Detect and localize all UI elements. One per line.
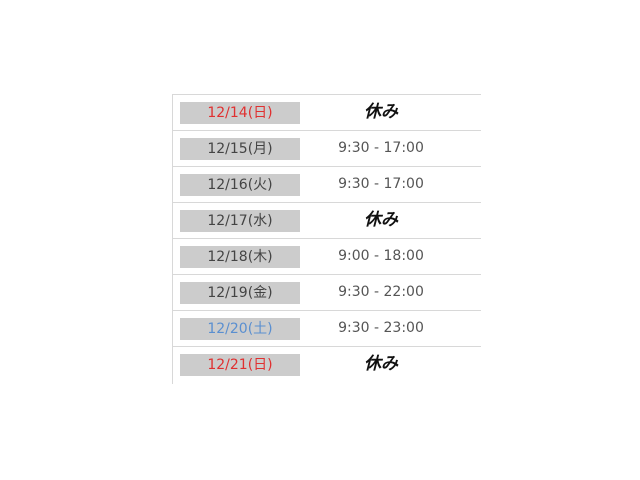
hours-text: 休み <box>364 354 398 374</box>
schedule-table: 12/14(日) 休み 12/15(月) 9:30 - 17:00 12/16(火) 9:… <box>172 94 481 384</box>
hours-text: 9:30 - 17:00 <box>338 140 424 156</box>
hours-text: 休み <box>364 210 398 230</box>
schedule-row: 12/15(月) 9:30 - 17:00 <box>173 131 481 167</box>
schedule-row: 12/20(土) 9:30 - 23:00 <box>173 311 481 347</box>
hours-text: 9:30 - 22:00 <box>338 284 424 300</box>
hours-text: 休み <box>364 102 398 122</box>
schedule-row: 12/16(火) 9:30 - 17:00 <box>173 167 481 203</box>
hours-text: 9:30 - 17:00 <box>338 176 424 192</box>
schedule-row: 12/14(日) 休み <box>173 95 481 131</box>
date-label: 12/16(火) <box>180 174 300 196</box>
date-label: 12/19(金) <box>180 282 300 304</box>
hours-text: 9:30 - 23:00 <box>338 320 424 336</box>
date-label: 12/14(日) <box>180 102 300 124</box>
date-label: 12/15(月) <box>180 138 300 160</box>
date-label: 12/18(木) <box>180 246 300 268</box>
schedule-row: 12/21(日) 休み <box>173 347 481 384</box>
schedule-row: 12/17(水) 休み <box>173 203 481 239</box>
hours-text: 9:00 - 18:00 <box>338 248 424 264</box>
date-label: 12/20(土) <box>180 318 300 340</box>
date-label: 12/21(日) <box>180 354 300 376</box>
schedule-row: 12/18(木) 9:00 - 18:00 <box>173 239 481 275</box>
schedule-row: 12/19(金) 9:30 - 22:00 <box>173 275 481 311</box>
date-label: 12/17(水) <box>180 210 300 232</box>
